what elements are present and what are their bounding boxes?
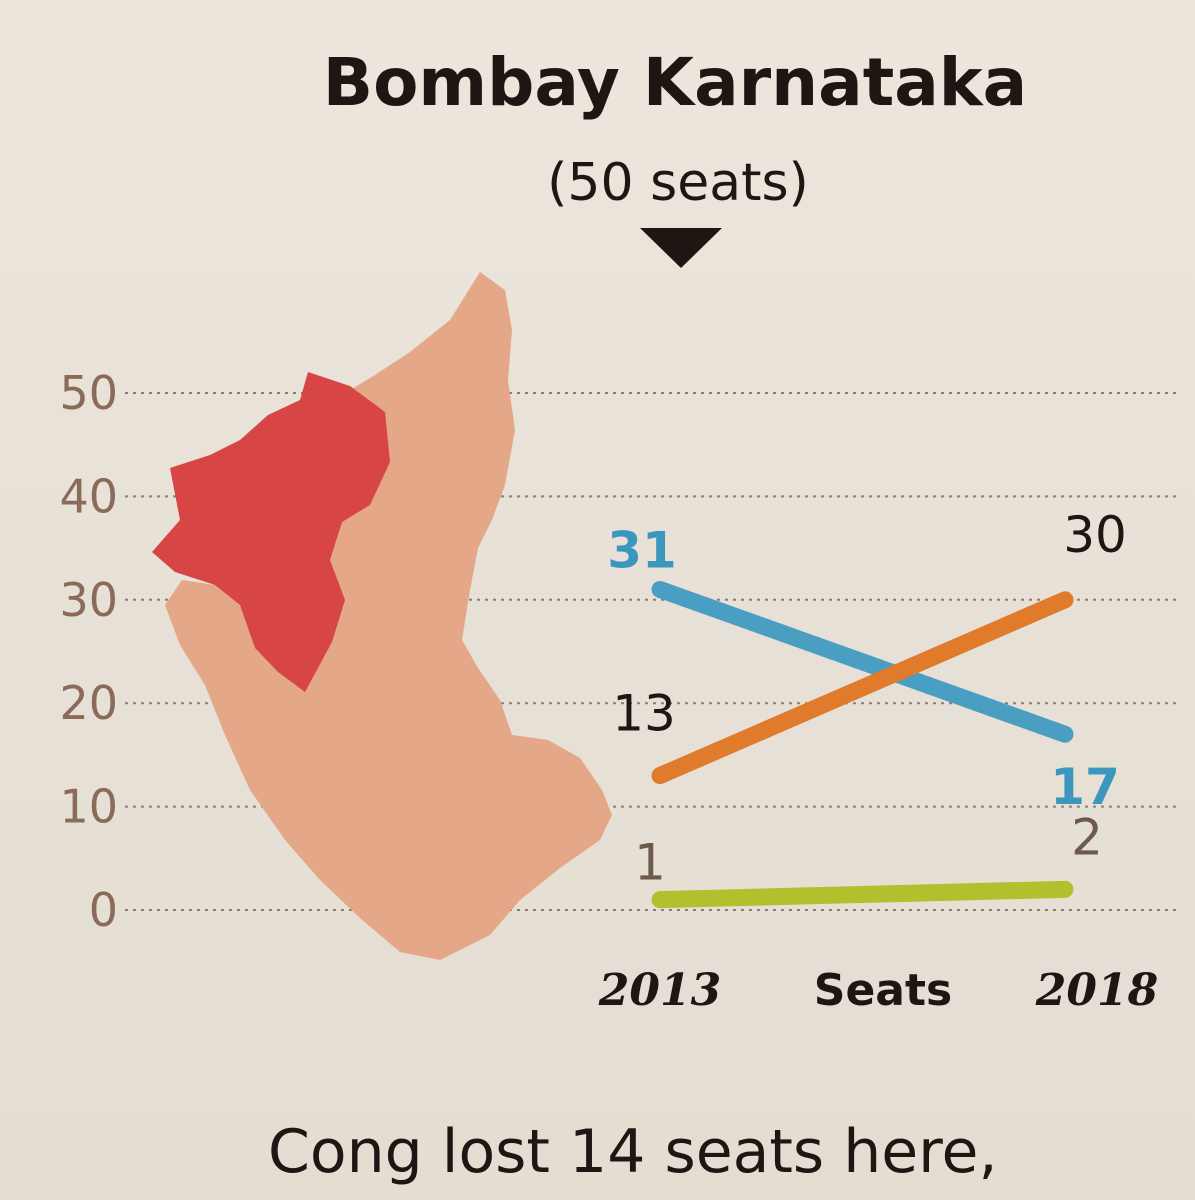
data-label: 2 — [1071, 808, 1103, 866]
y-tick-label: 0 — [89, 883, 118, 937]
series-line-congress — [651, 580, 1074, 743]
chart-title: Bombay Karnataka — [323, 44, 1027, 121]
data-labels: 31 17 13 30 1 2 — [607, 506, 1127, 892]
x-axis: 2013 2018 — [598, 965, 1158, 1016]
y-tick-label: 50 — [59, 366, 118, 420]
data-label: 30 — [1063, 506, 1127, 564]
caption-text: Cong lost 14 seats here, — [268, 1117, 998, 1187]
data-label: 1 — [634, 834, 666, 892]
y-tick-label: 40 — [59, 469, 118, 523]
karnataka-state-shape — [165, 272, 612, 960]
bombay-karnataka-region-shape — [152, 372, 390, 692]
y-tick-label: 10 — [59, 780, 118, 834]
chart-subtitle: (50 seats) — [547, 153, 809, 213]
data-label: 13 — [612, 685, 676, 743]
y-tick-label: 30 — [59, 573, 118, 627]
series-line-jd-s — [651, 880, 1074, 909]
series-line-bjp — [651, 591, 1074, 785]
data-label: 31 — [607, 521, 677, 579]
y-tick-label: 20 — [59, 676, 118, 730]
x-tick-label: 2013 — [598, 965, 721, 1016]
data-label: 17 — [1050, 758, 1120, 816]
y-axis: 0 10 20 30 40 50 — [59, 366, 118, 937]
karnataka-map — [152, 272, 612, 960]
pointer-triangle-icon — [640, 228, 722, 268]
series — [651, 580, 1074, 909]
x-tick-label: 2018 — [1035, 965, 1158, 1016]
x-axis-label: Seats — [814, 965, 952, 1016]
